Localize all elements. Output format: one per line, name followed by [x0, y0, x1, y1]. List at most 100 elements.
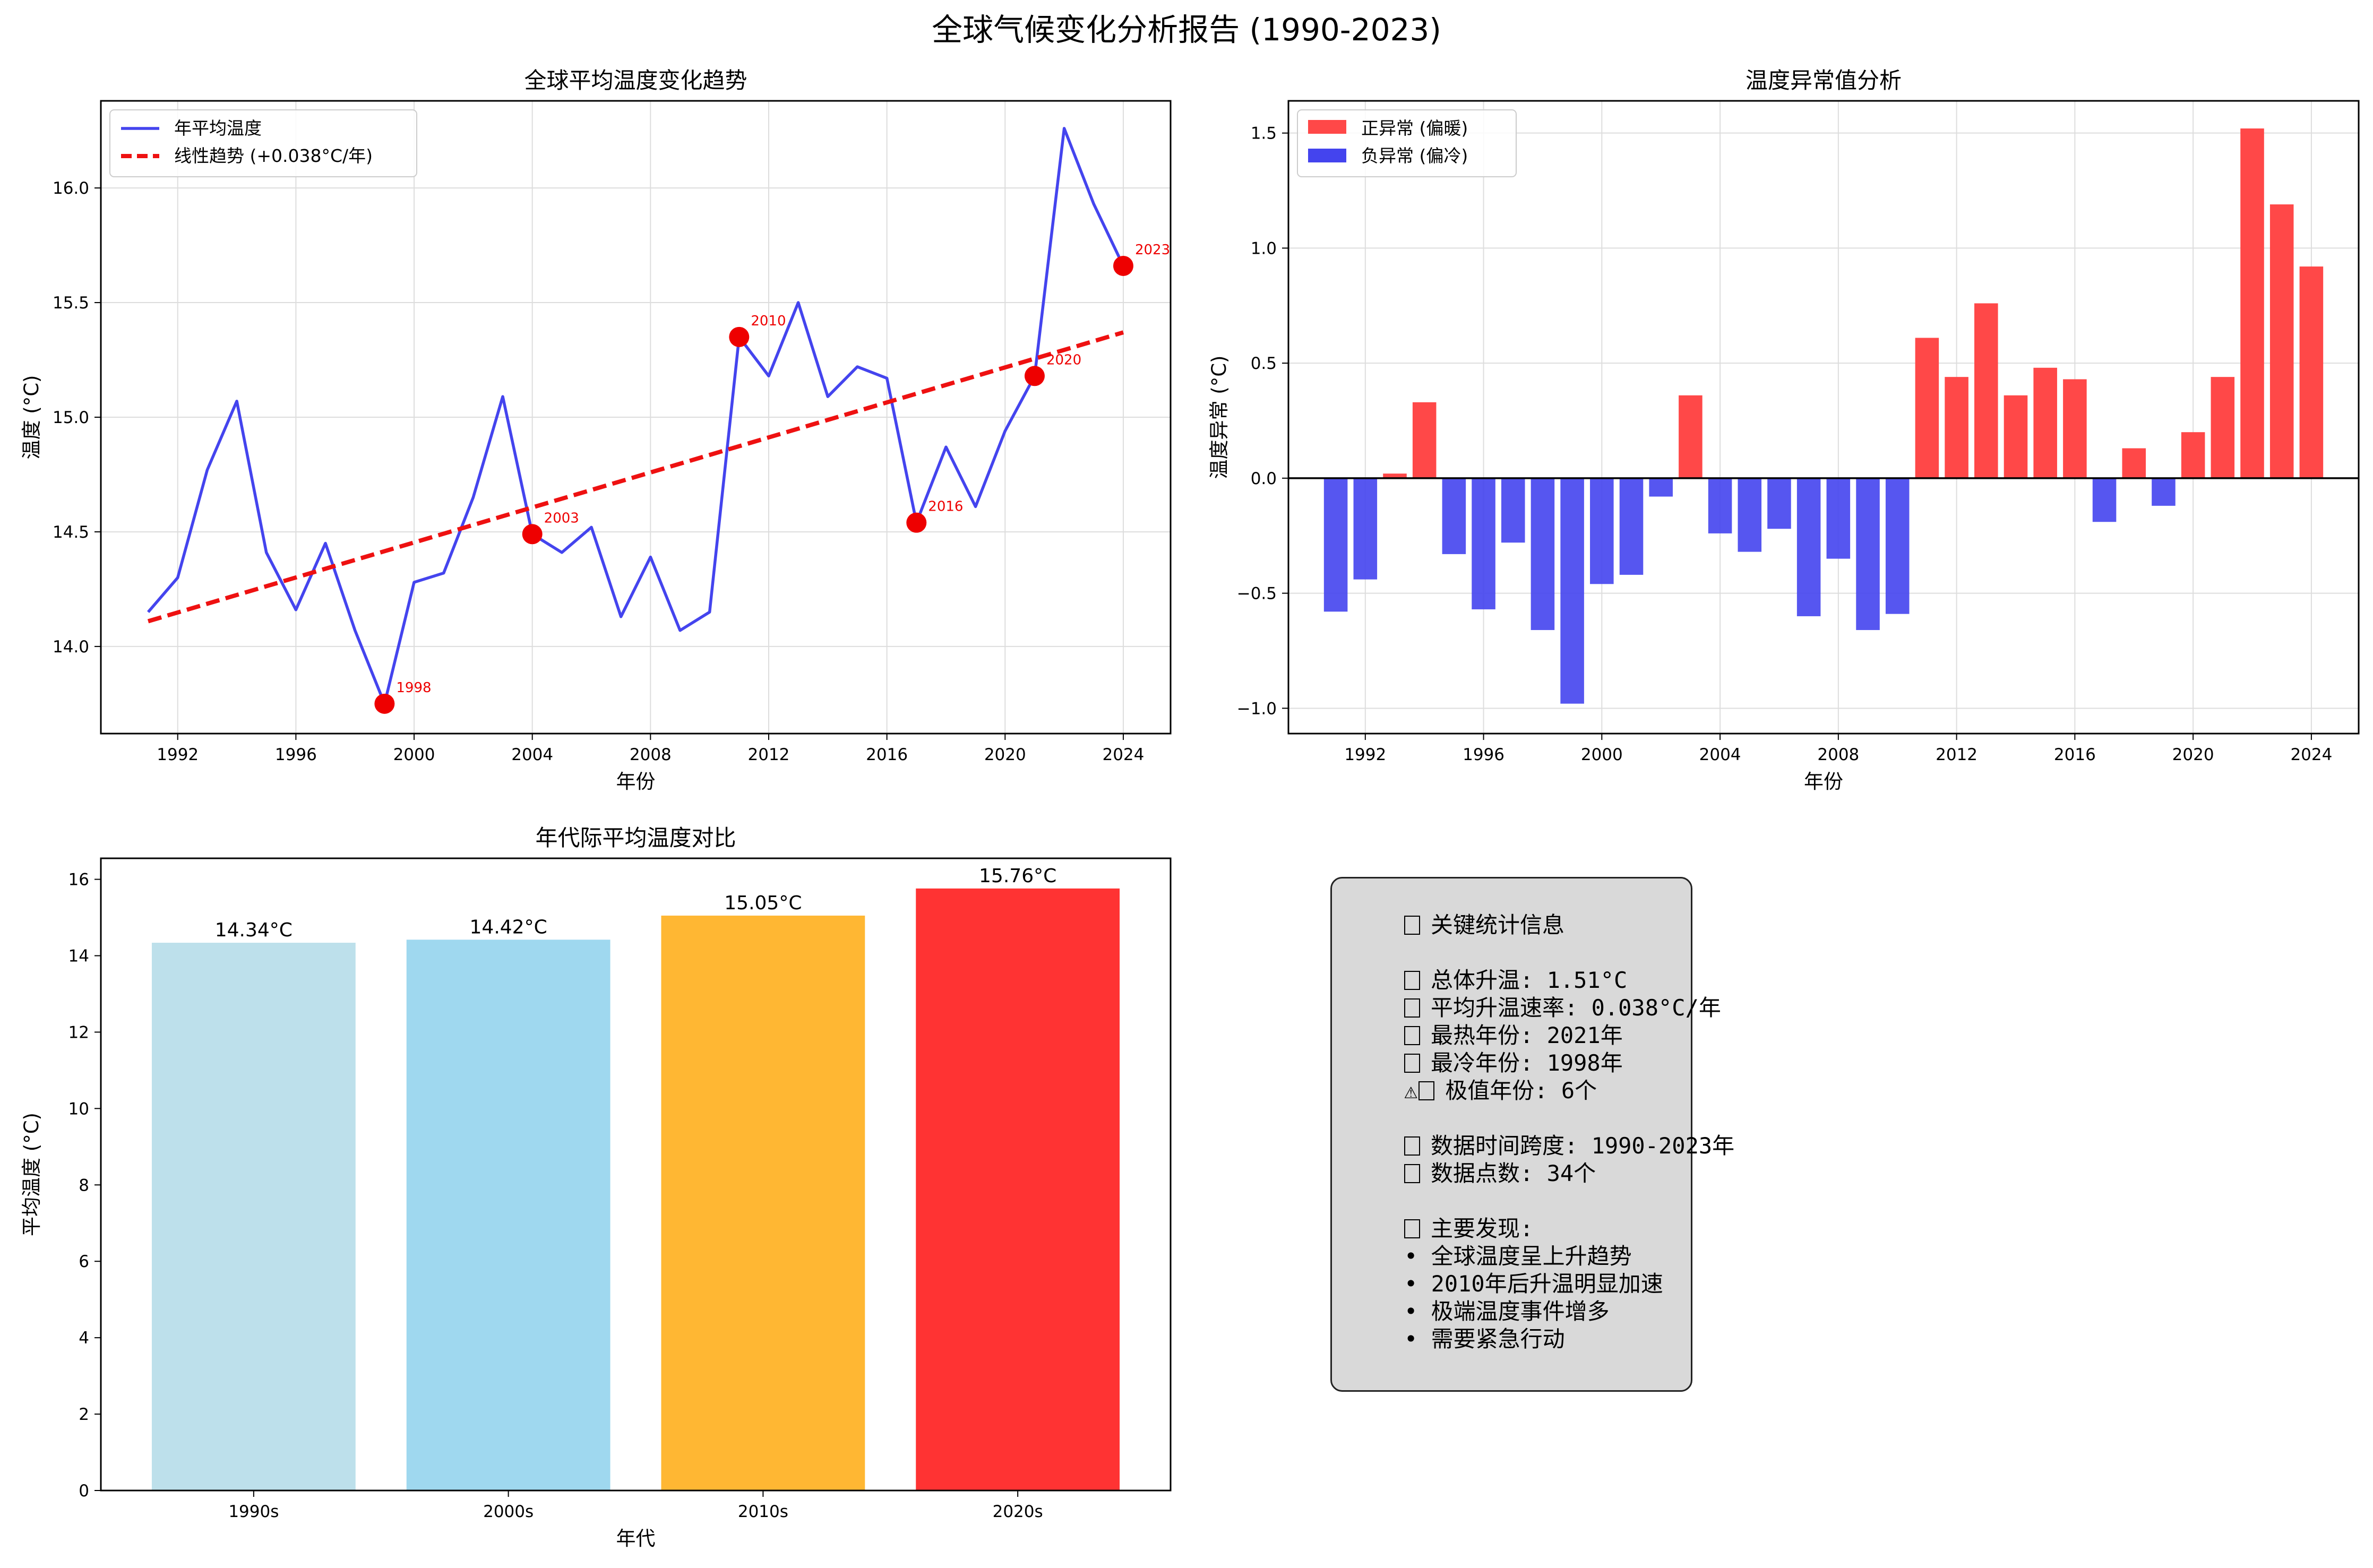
- info-line: 最冷年份: 1998年: [1404, 1049, 1691, 1077]
- warning-icon: ⚠: [1404, 1078, 1418, 1104]
- finding-item: • 需要紧急行动: [1404, 1326, 1565, 1352]
- bar-positive-anomaly: [2269, 204, 2294, 478]
- x-tick-label: 1992: [1344, 745, 1386, 764]
- x-tick-label: 1996: [1463, 745, 1504, 764]
- x-tick-label: 2012: [1936, 745, 1978, 764]
- info-line: 数据时间跨度: 1990-2023年: [1404, 1132, 1734, 1160]
- y-tick-label: −1.0: [1237, 699, 1277, 718]
- point-annotation: 2020: [1046, 352, 1081, 368]
- bar-negative-anomaly: [1531, 478, 1555, 630]
- y-axis-label: 温度异常 (°C): [1208, 356, 1231, 479]
- bar-negative-anomaly: [2092, 478, 2117, 522]
- y-tick-label: 4: [79, 1329, 89, 1348]
- info-line: 最热年份: 2021年: [1404, 1022, 1691, 1049]
- bullet-icon: •: [1404, 1298, 1431, 1324]
- x-tick-label: 2008: [630, 745, 672, 764]
- y-tick-label: 15.5: [53, 294, 89, 313]
- x-tick-label: 2000: [1581, 745, 1623, 764]
- y-tick-label: 12: [68, 1023, 89, 1042]
- bar-positive-anomaly: [2033, 367, 2057, 478]
- search-icon: [1404, 1219, 1420, 1238]
- bar-value-label: 14.34°C: [215, 919, 293, 941]
- y-tick-label: 16: [68, 871, 89, 890]
- bar-negative-anomaly: [2152, 478, 2176, 506]
- bar-negative-anomaly: [1885, 478, 1910, 614]
- bar-positive-anomaly: [2122, 448, 2146, 478]
- legend-label: 年平均温度: [174, 118, 262, 139]
- legend-label: 线性趋势 (+0.038°C/年): [174, 145, 373, 166]
- info-line: 总体升温: 1.51°C: [1404, 967, 1691, 994]
- x-tick-label: 1992: [157, 745, 199, 764]
- data-icon: [1404, 1164, 1420, 1183]
- bar-positive-anomaly: [1679, 395, 1703, 478]
- x-axis-label: 年份: [616, 770, 656, 793]
- bullet-icon: •: [1404, 1271, 1431, 1297]
- bar-positive-anomaly: [1412, 402, 1437, 478]
- bar-negative-anomaly: [1856, 478, 1880, 630]
- y-tick-label: 14.0: [53, 637, 89, 657]
- x-tick-label: 2012: [748, 745, 790, 764]
- bar-negative-anomaly: [1649, 478, 1673, 497]
- y-tick-label: 16.0: [53, 179, 89, 198]
- highlight-point: [1113, 255, 1133, 276]
- findings-title-line: 主要发现:: [1404, 1215, 1691, 1243]
- finding-item: • 极端温度事件增多: [1404, 1298, 1610, 1324]
- highlight-point: [522, 524, 543, 545]
- bar-decade-average: [916, 888, 1120, 1491]
- bar-negative-anomaly: [1472, 478, 1495, 609]
- finding-item: • 全球温度呈上升趋势: [1404, 1243, 1632, 1269]
- bar-positive-anomaly: [1383, 473, 1407, 478]
- bar-negative-anomaly: [1501, 478, 1525, 543]
- x-tick-label: 2016: [2054, 745, 2096, 764]
- chart-title: 全球平均温度变化趋势: [524, 67, 747, 93]
- info-title-line: 关键统计信息: [1404, 911, 1691, 939]
- bar-positive-anomaly: [1945, 377, 1968, 478]
- temperature-trend-chart: 1998 2003 2010 2016 2020 2023 1992 1996 2000 2004…: [20, 67, 1172, 793]
- chart-title: 温度异常值分析: [1746, 67, 1902, 93]
- info-line: 平均升温速率: 0.038°C/年: [1404, 994, 1721, 1022]
- legend-label: 正异常 (偏暖): [1361, 118, 1468, 139]
- y-tick-label: 8: [79, 1176, 89, 1195]
- decade-average-chart: 14.34°C 1990s 14.42°C 2000s 15.05°C 2010s 15.7…: [20, 825, 1172, 1550]
- chart-legend: 正异常 (偏暖) 负异常 (偏冷): [1297, 109, 1517, 177]
- x-axis-label: 年份: [1804, 770, 1843, 793]
- figure-suptitle: 全球气候变化分析报告 (1990-2023): [932, 12, 1441, 48]
- y-tick-label: 1.5: [1251, 124, 1277, 143]
- x-tick-label: 2010s: [738, 1502, 788, 1521]
- x-tick-label: 2000: [393, 745, 435, 764]
- trend-up-icon: [1404, 998, 1420, 1018]
- finding-item: • 2010年后升温明显加速: [1404, 1271, 1663, 1297]
- x-tick-label: 2016: [866, 745, 908, 764]
- bar-negative-anomaly: [1560, 478, 1584, 704]
- bar-negative-anomaly: [1619, 478, 1644, 575]
- chart-icon: [1404, 916, 1420, 935]
- bar-negative-anomaly: [1590, 478, 1614, 584]
- x-tick-label: 2020s: [993, 1502, 1043, 1521]
- y-tick-label: 0: [79, 1481, 89, 1501]
- series-line-annual-temperature: [147, 127, 1125, 705]
- axes-frame: [1287, 100, 2360, 735]
- legend-frame: [1297, 109, 1517, 177]
- info-line: ⚠ 极值年份: 6个: [1404, 1078, 1597, 1104]
- bullet-icon: •: [1404, 1243, 1431, 1269]
- x-tick-label: 2024: [1102, 745, 1144, 764]
- y-tick-label: 15.0: [53, 408, 89, 427]
- snowflake-icon: [1404, 1054, 1420, 1073]
- bar-negative-anomaly: [1796, 478, 1821, 616]
- bar-decade-average: [406, 940, 611, 1491]
- bar-decade-average: [661, 915, 865, 1491]
- series-line-linear-trend: [147, 330, 1124, 624]
- highlight-point: [374, 693, 395, 714]
- y-tick-label: 10: [68, 1099, 89, 1118]
- bar-negative-anomaly: [1442, 478, 1466, 554]
- highlight-point: [1024, 366, 1045, 386]
- y-tick-label: 1.0: [1251, 239, 1277, 258]
- highlight-point: [906, 512, 927, 533]
- bar-positive-anomaly: [2299, 266, 2324, 478]
- bar-negative-anomaly: [1323, 478, 1348, 612]
- x-tick-label: 1990s: [228, 1502, 279, 1521]
- y-tick-label: 0.5: [1251, 354, 1277, 373]
- bar-negative-anomaly: [1826, 478, 1851, 559]
- chart-title: 年代际平均温度对比: [535, 825, 736, 851]
